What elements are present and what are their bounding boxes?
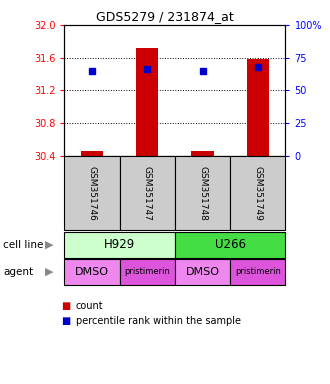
Text: agent: agent <box>3 267 33 277</box>
Text: count: count <box>76 301 104 311</box>
Text: ▶: ▶ <box>45 267 54 277</box>
Text: percentile rank within the sample: percentile rank within the sample <box>76 316 241 326</box>
Text: DMSO: DMSO <box>75 267 109 277</box>
Text: GSM351746: GSM351746 <box>87 166 96 220</box>
Text: pristimerin: pristimerin <box>235 267 281 276</box>
Bar <box>191 151 214 156</box>
Bar <box>247 59 269 156</box>
Text: GSM351747: GSM351747 <box>143 166 152 220</box>
Text: ■: ■ <box>61 301 70 311</box>
Text: DMSO: DMSO <box>185 267 219 277</box>
Text: ▶: ▶ <box>45 240 54 250</box>
Text: pristimerin: pristimerin <box>124 267 170 276</box>
Bar <box>136 48 158 156</box>
Text: ■: ■ <box>61 316 70 326</box>
Bar <box>81 151 103 156</box>
Text: cell line: cell line <box>3 240 44 250</box>
Text: H929: H929 <box>104 238 135 251</box>
Text: U266: U266 <box>215 238 246 251</box>
Text: GSM351749: GSM351749 <box>253 166 262 220</box>
Text: GDS5279 / 231874_at: GDS5279 / 231874_at <box>96 10 234 23</box>
Text: GSM351748: GSM351748 <box>198 166 207 220</box>
